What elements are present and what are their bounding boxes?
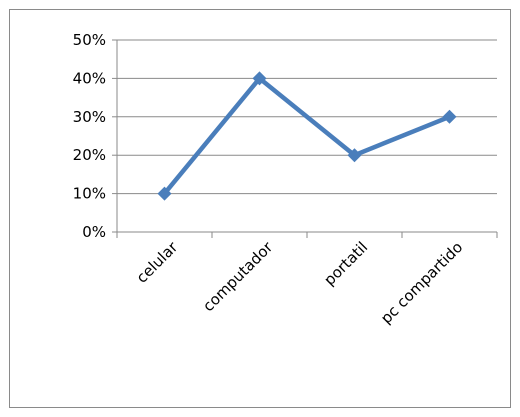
y-tick-label: 0%: [82, 223, 106, 241]
data-point-marker: [347, 148, 362, 163]
gridlines: [112, 39, 497, 233]
axes: [116, 40, 497, 233]
y-tick-label: 40%: [73, 69, 106, 87]
y-tick-label: 20%: [73, 146, 106, 164]
data-point-marker: [157, 186, 172, 201]
series: [157, 71, 457, 201]
x-tick-label: pc compartido: [377, 238, 466, 327]
data-point-marker: [442, 109, 457, 124]
x-tick-label: celular: [133, 238, 182, 287]
x-tick-label: computador: [199, 238, 277, 316]
y-tick-label: 30%: [73, 108, 106, 126]
x-tick-label: portatil: [320, 238, 371, 289]
series-line: [162, 76, 452, 196]
x-tick-labels: celular computador portatil pc compartido: [116, 232, 498, 327]
data-point-marker: [252, 71, 267, 86]
y-tick-label: 50%: [73, 31, 106, 49]
y-tick-label: 10%: [73, 185, 106, 203]
y-tick-labels: 0% 10% 20% 30% 40% 50%: [73, 31, 106, 241]
